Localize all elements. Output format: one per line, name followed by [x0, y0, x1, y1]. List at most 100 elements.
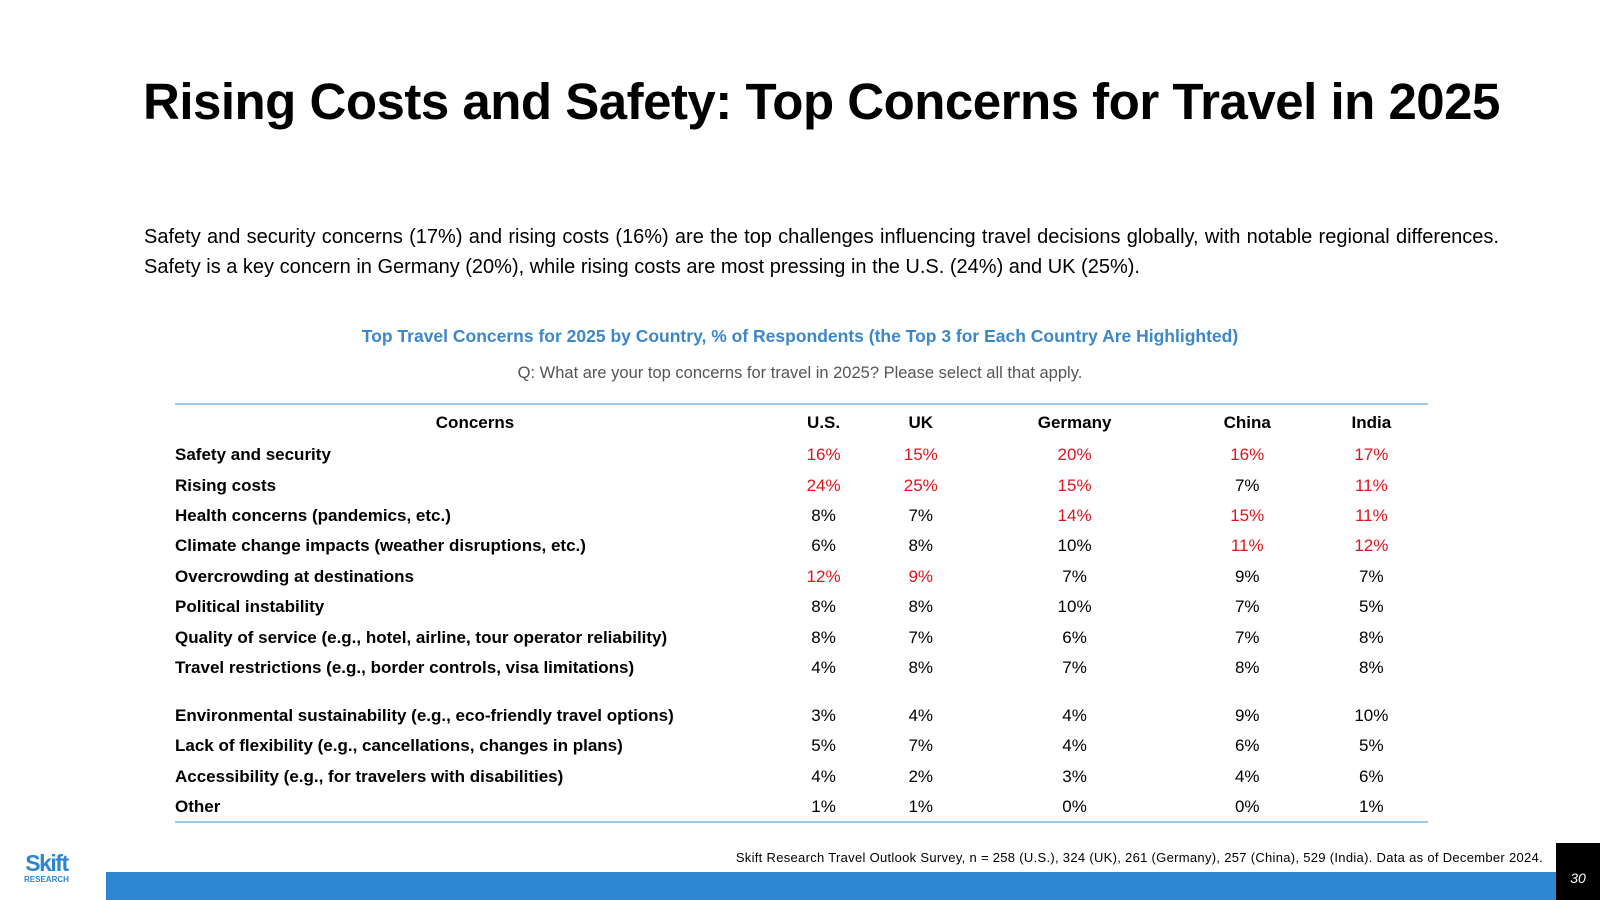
column-header: UK	[908, 412, 934, 432]
value-cell: 3%	[1062, 766, 1087, 786]
table-title: Top Travel Concerns for 2025 by Country,…	[361, 326, 1239, 346]
value-cell: 4%	[811, 766, 836, 786]
page-title: Rising Costs and Safety: Top Concerns fo…	[143, 73, 1500, 130]
value-cell: 16%	[806, 445, 841, 465]
column-header: India	[1351, 412, 1392, 432]
summary-text: Safety and security concerns (17%) and r…	[144, 226, 1499, 278]
value-cell: 7%	[1062, 566, 1087, 586]
table-header: Concerns U.S. UK Germany China India	[175, 404, 1428, 440]
value-cell: 11%	[1354, 475, 1388, 495]
value-cell: 24%	[806, 475, 841, 495]
table-row: Travel restrictions (e.g., border contro…	[175, 653, 1428, 683]
concern-label: Political instability	[175, 597, 325, 617]
value-cell: 25%	[903, 475, 938, 495]
concerns-table: Concerns U.S. UK Germany China India Safety a…	[175, 403, 1428, 823]
concern-label: Safety and security	[175, 445, 331, 465]
value-cell: 8%	[1359, 657, 1384, 677]
value-cell: 9%	[1234, 706, 1260, 726]
value-cell: 7%	[1234, 627, 1260, 647]
value-cell: 1%	[1359, 796, 1384, 816]
table-row: Rising costs 24% 25% 15% 7% 11%	[175, 470, 1428, 500]
value-cell: 9%	[1234, 566, 1260, 586]
column-header: Concerns	[435, 412, 515, 432]
value-cell: 15%	[903, 445, 938, 465]
value-cell: 5%	[1359, 597, 1384, 617]
skift-research-logo: Skift RESEARCH	[24, 852, 69, 884]
table-row: Quality of service (e.g., hotel, airline…	[175, 622, 1428, 652]
value-cell: 7%	[908, 736, 934, 756]
page-number: 30	[1556, 843, 1600, 900]
value-cell: 4%	[908, 706, 934, 726]
value-cell: 6%	[1359, 766, 1384, 786]
value-cell: 6%	[1062, 627, 1087, 647]
value-cell: 15%	[1057, 475, 1092, 495]
value-cell: 7%	[1234, 597, 1260, 617]
concern-label: Environmental sustainability (e.g., eco-…	[175, 706, 674, 726]
value-cell: 7%	[908, 627, 934, 647]
value-cell: 3%	[811, 706, 836, 726]
value-cell: 5%	[811, 736, 836, 756]
value-cell: 2%	[908, 766, 934, 786]
value-cell: 9%	[908, 566, 934, 586]
table-row: Climate change impacts (weather disrupti…	[175, 531, 1428, 561]
concern-label: Climate change impacts (weather disrupti…	[175, 536, 586, 556]
value-cell: 8%	[811, 627, 836, 647]
concern-label: Overcrowding at destinations	[175, 566, 414, 586]
source-note: Skift Research Travel Outlook Survey, n …	[735, 850, 1543, 865]
value-cell: 8%	[811, 505, 836, 525]
value-cell: 4%	[811, 657, 836, 677]
value-cell: 8%	[908, 536, 934, 556]
value-cell: 5%	[1359, 736, 1384, 756]
value-cell: 12%	[806, 566, 841, 586]
value-cell: 15%	[1230, 505, 1265, 525]
value-cell: 6%	[811, 536, 836, 556]
column-header: China	[1223, 412, 1271, 432]
value-cell: 10%	[1354, 706, 1389, 726]
logo-sub: RESEARCH	[24, 875, 69, 884]
value-cell: 20%	[1057, 445, 1092, 465]
value-cell: 1%	[811, 796, 836, 816]
value-cell: 7%	[908, 505, 934, 525]
table-row: Overcrowding at destinations 12% 9% 7% 9% 7%	[175, 562, 1428, 592]
value-cell: 6%	[1234, 736, 1260, 756]
value-cell: 10%	[1057, 597, 1092, 617]
value-cell: 8%	[811, 597, 836, 617]
table-row: Lack of flexibility (e.g., cancellations…	[175, 731, 1428, 761]
value-cell: 17%	[1354, 445, 1389, 465]
value-cell: 16%	[1230, 445, 1265, 465]
value-cell: 1%	[908, 796, 934, 816]
value-cell: 8%	[908, 657, 934, 677]
table-row: Environmental sustainability (e.g., eco-…	[175, 683, 1428, 731]
value-cell: 12%	[1354, 536, 1389, 556]
concern-label: Rising costs	[175, 475, 277, 495]
concern-label: Other	[175, 796, 221, 816]
value-cell: 0%	[1234, 796, 1260, 816]
column-header: U.S.	[807, 412, 841, 432]
value-cell: 8%	[1359, 627, 1384, 647]
value-cell: 10%	[1057, 536, 1092, 556]
concern-label: Health concerns (pandemics, etc.)	[175, 505, 451, 525]
value-cell: 8%	[1234, 657, 1260, 677]
value-cell: 8%	[908, 597, 934, 617]
value-cell: 14%	[1057, 505, 1092, 525]
table-row: Other 1% 1% 0% 0% 1%	[175, 792, 1428, 823]
table-row: Safety and security 16% 15% 20% 16% 17%	[175, 440, 1428, 470]
value-cell: 0%	[1062, 796, 1087, 816]
survey-question: Q: What are your top concerns for travel…	[517, 364, 1083, 382]
logo-name: Skift	[25, 850, 69, 876]
table-row: Accessibility (e.g., for travelers with …	[175, 762, 1428, 792]
value-cell: 7%	[1234, 475, 1260, 495]
concern-label: Travel restrictions (e.g., border contro…	[175, 657, 635, 677]
footer-bar	[106, 872, 1556, 900]
value-cell: 7%	[1062, 657, 1087, 677]
value-cell: 11%	[1230, 536, 1264, 556]
value-cell: 4%	[1062, 706, 1087, 726]
column-header: Germany	[1037, 412, 1112, 432]
value-cell: 4%	[1062, 736, 1087, 756]
concern-label: Accessibility (e.g., for travelers with …	[175, 766, 564, 786]
table-row: Political instability 8% 8% 10% 7% 5%	[175, 592, 1428, 622]
value-cell: 11%	[1354, 505, 1388, 525]
concern-label: Lack of flexibility (e.g., cancellations…	[175, 736, 623, 756]
value-cell: 4%	[1234, 766, 1260, 786]
table-row: Health concerns (pandemics, etc.) 8% 7% 14%…	[175, 501, 1428, 531]
